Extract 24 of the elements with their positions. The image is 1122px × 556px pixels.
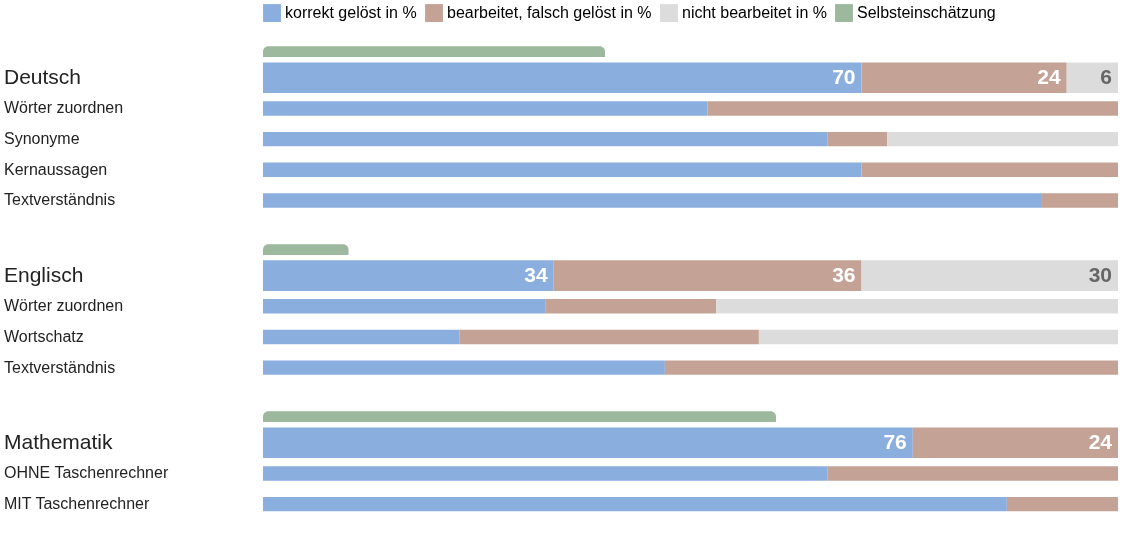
y-tick-label: Textverständnis [4,358,116,376]
y-tick-label: Wörter zuordnen [4,99,124,117]
legend-label: Selbsteinschätzung [857,4,996,22]
y-tick-label: OHNE Taschenrechner [4,464,169,482]
y-tick-label: Synonyme [4,130,80,148]
data-label: 36 [832,262,856,286]
y-tick-label: Mathematik [4,429,114,453]
y-tick-label: Kernaussagen [4,160,108,178]
y-tick-label: Wortschatz [4,327,84,345]
y-tick-label: Englisch [4,262,84,286]
data-label: 24 [1088,429,1113,453]
legend-label: nicht bearbeitet in % [682,4,827,22]
y-tick-label: Wörter zuordnen [4,297,124,315]
legend-label: korrekt gelöst in % [285,4,417,22]
data-label: 24 [1037,64,1062,88]
y-tick-label: Textverständnis [4,191,116,209]
y-tick-label: Deutsch [4,64,82,88]
data-label: 34 [524,262,549,286]
data-label: 76 [883,429,907,453]
legend-label: bearbeitet, falsch gelöst in % [447,4,652,22]
data-label: 6 [1100,64,1112,88]
data-label: 70 [832,64,856,88]
data-label: 30 [1088,262,1112,286]
y-tick-label: MIT Taschenrechner [4,495,150,513]
